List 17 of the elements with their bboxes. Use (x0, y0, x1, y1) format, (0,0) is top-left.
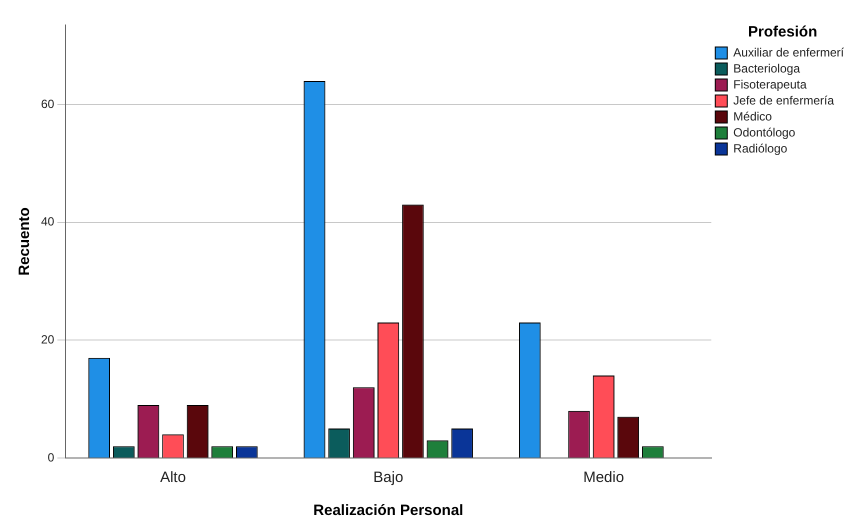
y-tick-label: 40 (40, 214, 55, 229)
x-axis-title: Realización Personal (313, 502, 464, 520)
legend-label: Fisoterapeuta (733, 77, 807, 92)
legend-label: Radiólogo (733, 141, 788, 156)
x-tick-label: Bajo (373, 469, 404, 486)
y-tick-label: 0 (48, 450, 55, 464)
legend-label: Médico (733, 109, 772, 124)
x-tick-label: Medio (583, 469, 624, 486)
x-tick-label: Alto (160, 469, 186, 486)
y-tick-label: 20 (40, 332, 55, 346)
y-tick-label: 60 (40, 96, 55, 111)
legend-label: Odontólogo (733, 125, 796, 140)
legend-label: Auxiliar de enfermerí (733, 45, 845, 60)
legend-label: Bacteriologa (733, 61, 800, 76)
y-axis-title: Recuento (16, 207, 34, 276)
legend-label: Jefe de enfermería (733, 93, 834, 108)
legend-title: Profesión (748, 24, 818, 41)
